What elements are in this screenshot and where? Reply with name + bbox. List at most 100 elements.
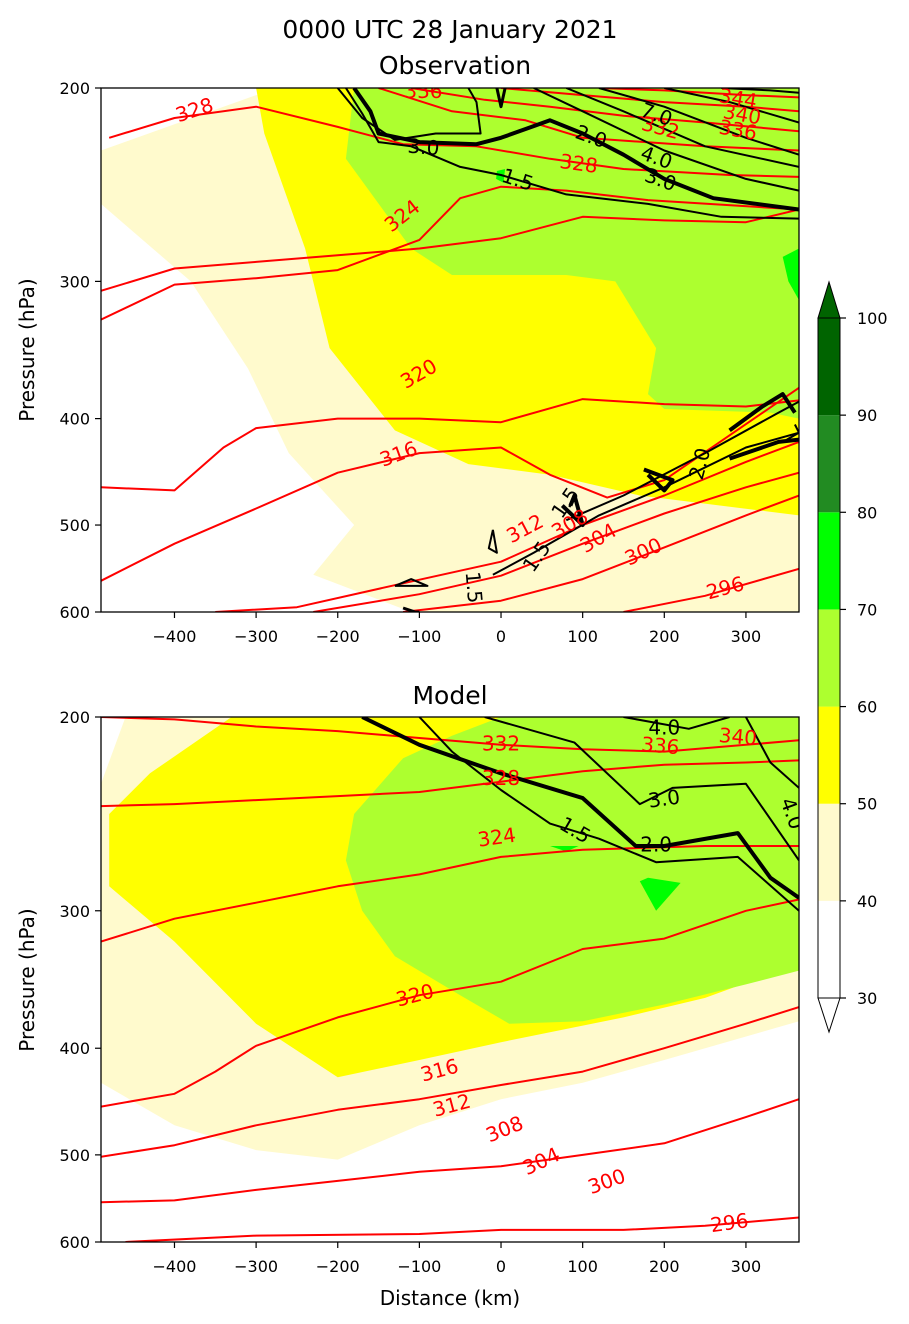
- contour-label: 336: [404, 79, 442, 103]
- model-plot-frame: [100, 716, 800, 1243]
- x-tick-label: −300: [234, 1257, 278, 1276]
- colorbar-cell: [818, 415, 840, 513]
- theta-contour-344: [598, 88, 799, 99]
- colorbar: 30 40 50 60 70 80 90 100: [817, 280, 888, 1034]
- model-panel: 332 336 3403283243203163123083043002964.03…: [15, 708, 800, 1310]
- theta-contour-324: [101, 185, 799, 321]
- pv-contour: [598, 88, 799, 156]
- x-tick-label: −100: [397, 627, 441, 646]
- observation-x-axis: −400 −300 −200 −100 0 100 200 300: [152, 612, 761, 646]
- y-tick-label: 200: [59, 79, 90, 98]
- y-tick-label: 600: [59, 603, 90, 622]
- observation-plot-frame: [100, 87, 800, 613]
- pv-contour-2.0: [728, 392, 797, 433]
- model-filled-contours: [101, 717, 799, 1160]
- contour-label: 324: [476, 823, 517, 852]
- model-y-axis-label: Pressure (hPa): [15, 908, 39, 1051]
- theta-contour-340: [500, 88, 799, 113]
- theta-contour-296: [623, 567, 799, 612]
- y-tick-label: 300: [59, 272, 90, 291]
- theta-contour-296: [125, 1216, 799, 1242]
- model-contour-lines: [101, 717, 799, 1242]
- colorbar-frame: [817, 317, 841, 999]
- contour-label: 336: [640, 732, 680, 759]
- contour-label: 1.5: [461, 571, 488, 605]
- contour-label: 332: [482, 731, 520, 755]
- colorbar-tick-label: 50: [857, 795, 877, 814]
- theta-contour-308: [101, 898, 799, 1108]
- x-tick-label: −200: [316, 1257, 360, 1276]
- y-tick-label: 200: [59, 708, 90, 727]
- y-tick-label: 600: [59, 1233, 90, 1252]
- observation-y-axis: 200 300 400 500 600: [59, 79, 101, 622]
- x-tick-label: −100: [397, 1257, 441, 1276]
- filled-region-60: [345, 88, 799, 419]
- pv-contour: [786, 424, 799, 441]
- theta-contour-336: [411, 88, 799, 133]
- theta-contour-316: [101, 759, 799, 808]
- contour-label: 328: [558, 149, 599, 178]
- contour-label: 2.0: [640, 833, 672, 857]
- colorbar-cells: [817, 280, 841, 1034]
- contour-label: 340: [718, 723, 758, 750]
- theta-contour-300: [101, 1098, 799, 1204]
- x-tick-label: −200: [316, 627, 360, 646]
- pv-contour: [495, 88, 507, 109]
- x-tick-label: −400: [152, 627, 196, 646]
- colorbar-tick-label: 70: [857, 600, 877, 619]
- pv-contour-1.5: [345, 88, 799, 220]
- figure-title-line1: 0000 UTC 28 January 2021: [282, 15, 617, 44]
- theta-contour-320: [101, 717, 799, 753]
- model-x-axis-label: Distance (km): [380, 1286, 520, 1310]
- pv-contour-2.0: [643, 467, 675, 493]
- theta-contour-300: [402, 494, 799, 612]
- colorbar-tick-label: 100: [857, 309, 888, 328]
- y-tick-label: 400: [59, 410, 90, 429]
- colorbar-tick-label: 40: [857, 892, 877, 911]
- colorbar-cell: [818, 512, 840, 610]
- panel-title-model: Model: [412, 681, 487, 710]
- colorbar-cell: [818, 609, 840, 707]
- colorbar-tick-label: 80: [857, 503, 877, 522]
- theta-contour-304: [101, 1006, 799, 1158]
- model-x-axis: −400 −300 −200 −100 0 100 200 300: [152, 1242, 761, 1276]
- x-tick-label: 0: [496, 627, 506, 646]
- x-tick-label: −400: [152, 1257, 196, 1276]
- colorbar-tick-label: 30: [857, 989, 877, 1008]
- contour-label: 3.0: [647, 785, 682, 813]
- x-tick-label: −300: [234, 627, 278, 646]
- colorbar-tick-label: 60: [857, 698, 877, 717]
- pv-contour: [402, 606, 420, 612]
- pv-contour: [487, 529, 498, 554]
- contour-label: 3.0: [407, 134, 441, 161]
- filled-region-60: [345, 717, 799, 1024]
- theta-contour-316: [101, 398, 799, 492]
- observation-y-axis-label: Pressure (hPa): [15, 278, 39, 421]
- filled-region-70: [639, 877, 681, 911]
- colorbar-cell: [818, 706, 840, 804]
- y-tick-label: 300: [59, 902, 90, 921]
- pv-contour-7.0: [565, 88, 799, 168]
- pv-contour-4.0: [533, 88, 799, 192]
- theta-contour-304: [313, 471, 799, 612]
- x-tick-label: 300: [731, 627, 762, 646]
- y-tick-label: 500: [59, 1146, 90, 1165]
- x-tick-label: 0: [496, 1257, 506, 1276]
- contour-label: 4.0: [648, 715, 680, 739]
- pv-contour-3.0: [484, 717, 799, 861]
- colorbar-cell: [818, 900, 840, 998]
- pv-contour: [721, 88, 799, 94]
- x-tick-label: 300: [731, 1257, 762, 1276]
- pv-contour-1.5: [492, 431, 799, 576]
- filled-region-70: [782, 248, 799, 301]
- colorbar-cell: [818, 318, 840, 416]
- pv-contour: [664, 88, 799, 124]
- pv-contour-1.5: [394, 578, 429, 587]
- pv-contour-2.0: [352, 88, 799, 212]
- filled-region-70: [550, 846, 579, 852]
- theta-contour-320: [101, 208, 799, 292]
- pv-contour-2.0: [361, 717, 799, 900]
- x-tick-label: 100: [567, 1257, 598, 1276]
